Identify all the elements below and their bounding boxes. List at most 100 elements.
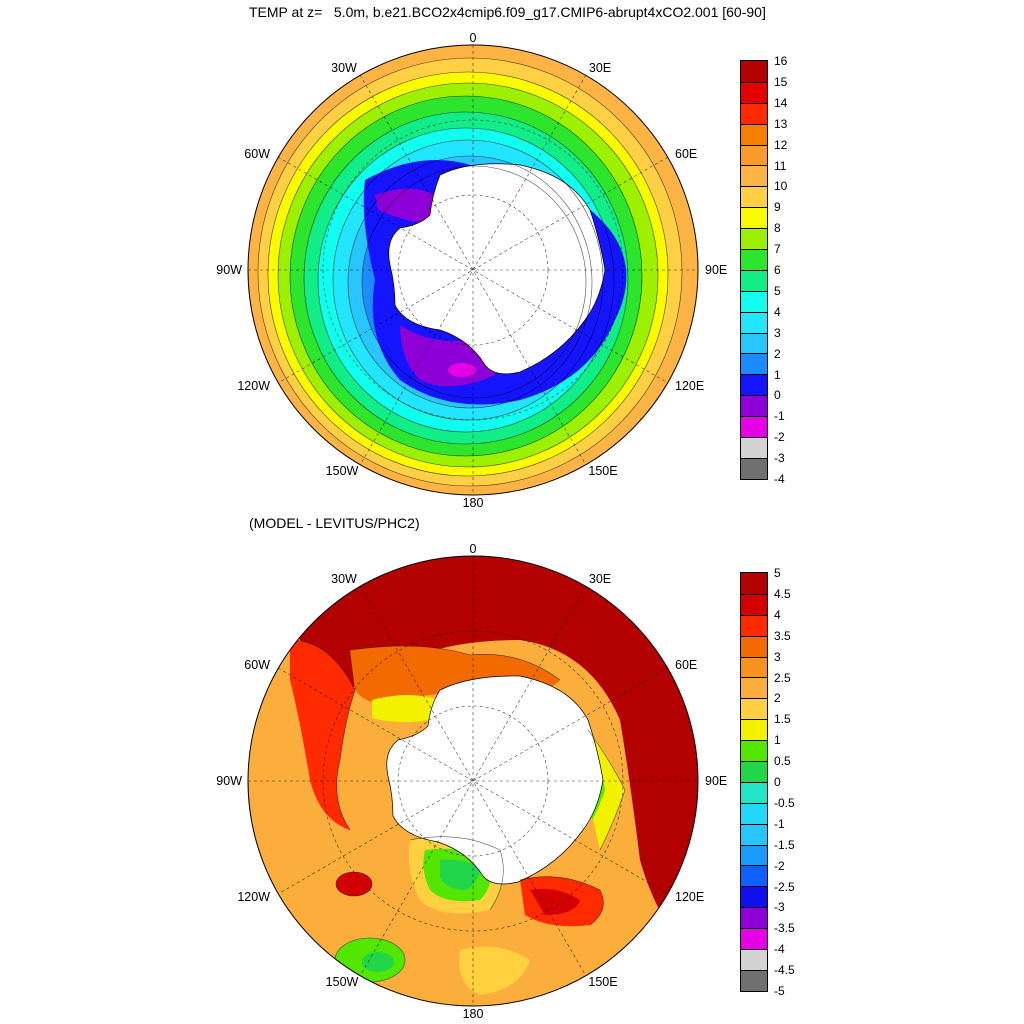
top-colorbar-tick-label: 11 [774, 158, 787, 173]
bottom-colorbar-swatch [741, 614, 767, 636]
top-colorbar-swatch [741, 207, 767, 229]
top-colorbar-swatch [741, 395, 767, 417]
bottom-colorbar-tick-label: 3.5 [774, 628, 791, 643]
bottom-anomaly-field [248, 556, 698, 1006]
bottom-colorbar-swatch [741, 740, 767, 762]
bottom-colorbar-tick-label: -4 [774, 942, 785, 957]
top-colorbar [740, 60, 768, 480]
bottom-colorbar-tick-label: 4.5 [774, 586, 791, 601]
top-lon-90w: 90W [216, 263, 242, 277]
bottom-colorbar-swatch [741, 844, 767, 866]
top-lon-30e: 30E [588, 61, 612, 75]
top-lon-150w: 150W [325, 464, 359, 478]
bottom-map-title: (MODEL - LEVITUS/PHC2) [249, 515, 420, 531]
bottom-colorbar-swatch [741, 593, 767, 615]
bottom-colorbar-swatch [741, 761, 767, 782]
top-lon-60w: 60W [244, 147, 270, 161]
top-colorbar-swatch [741, 374, 767, 396]
bottom-colorbar-tick-label: -3 [774, 900, 785, 915]
bottom-colorbar-tick-label: 1 [774, 733, 781, 748]
bottom-colorbar-swatch [741, 677, 767, 699]
bottom-colorbar-tick-label: -5 [774, 984, 785, 998]
bottom-colorbar-tick-label: 1.5 [774, 712, 791, 727]
top-lon-120w: 120W [237, 379, 270, 393]
bottom-colorbar [740, 572, 768, 992]
bottom-colorbar-tick-label: 4 [774, 607, 781, 622]
top-colorbar-tick-label: 14 [774, 95, 788, 110]
top-colorbar-swatch [741, 123, 767, 145]
top-colorbar-tick-label: 7 [774, 242, 781, 257]
top-colorbar-swatch [741, 61, 767, 82]
bottom-colorbar-swatch [741, 802, 767, 824]
bottom-colorbar-swatch [741, 823, 767, 845]
bottom-colorbar-tick-label: 0 [774, 775, 781, 789]
top-temperature-field [248, 45, 698, 495]
bottom-colorbar-tick-label: 5 [774, 566, 781, 580]
bottom-colorbar-swatch [741, 907, 767, 929]
top-colorbar-tick-label: 2 [774, 346, 781, 361]
bottom-colorbar-swatch [741, 656, 767, 678]
bottom-lon-90e: 90E [705, 774, 728, 788]
top-colorbar-tick-label: 6 [774, 263, 781, 277]
top-colorbar-swatch [741, 269, 767, 291]
top-colorbar-tick-label: -2 [774, 430, 785, 445]
top-lon-60e: 60E [675, 147, 698, 161]
top-colorbar-tick-label: 15 [774, 74, 788, 89]
bottom-colorbar-tick-label: -2 [774, 858, 785, 873]
bottom-lon-150w: 150W [325, 975, 359, 989]
top-colorbar-swatch [741, 228, 767, 250]
top-colorbar-swatch [741, 81, 767, 103]
bottom-map-boundary [247, 555, 699, 1007]
top-map-boundary [247, 44, 699, 496]
bottom-lon-120w: 120W [237, 890, 270, 904]
top-colorbar-tick-label: 12 [774, 137, 788, 152]
top-colorbar-swatch [741, 311, 767, 333]
bottom-colorbar-tick-label: -4.5 [774, 963, 795, 978]
bottom-colorbar-tick-label: 2.5 [774, 670, 791, 685]
top-colorbar-tick-label: -4 [774, 472, 785, 486]
top-colorbar-swatch [741, 332, 767, 354]
top-colorbar-tick-label: 13 [774, 116, 788, 131]
top-colorbar-tick-label: 8 [774, 221, 781, 236]
top-lon-90e: 90E [705, 263, 728, 277]
bottom-colorbar-swatch [741, 573, 767, 594]
top-lon-150e: 150E [588, 464, 618, 478]
top-colorbar-swatch [741, 416, 767, 438]
top-colorbar-tick-label: 10 [774, 179, 788, 194]
top-colorbar-swatch [741, 165, 767, 187]
top-colorbar-tick-label: 9 [774, 200, 781, 215]
bottom-lon-60w: 60W [244, 658, 270, 672]
bottom-lon-30e: 30E [588, 572, 612, 586]
bottom-lon-150e: 150E [588, 975, 618, 989]
bottom-colorbar-swatch [741, 949, 767, 970]
bottom-colorbar-tick-label: -1.5 [774, 837, 795, 852]
bottom-lon-180: 180 [462, 1007, 484, 1021]
top-colorbar-tick-label: 0 [774, 388, 781, 403]
top-colorbar-swatch [741, 144, 767, 166]
bottom-colorbar-tick-label: -3.5 [774, 921, 795, 936]
bottom-lon-30w: 30W [331, 572, 357, 586]
bottom-colorbar-tick-label: -1 [774, 816, 785, 831]
bottom-colorbar-swatch [741, 969, 767, 991]
bottom-colorbar-tick-label: 2 [774, 691, 781, 706]
top-colorbar-tick-label: 16 [774, 54, 788, 68]
top-colorbar-swatch [741, 457, 767, 479]
bottom-lon-120e: 120E [675, 890, 705, 904]
top-colorbar-swatch [741, 353, 767, 375]
top-colorbar-tick-label: 1 [774, 367, 781, 382]
top-colorbar-tick-label: 4 [774, 304, 781, 319]
bottom-lon-0: 0 [469, 542, 477, 556]
bottom-colorbar-tick-label: 0.5 [774, 754, 791, 769]
top-colorbar-swatch [741, 186, 767, 208]
top-map-title: TEMP at z= 5.0m, b.e21.BCO2x4cmip6.f09_g… [249, 4, 766, 20]
top-colorbar-swatch [741, 102, 767, 124]
top-lon-120e: 120E [675, 379, 705, 393]
top-lon-0: 0 [469, 31, 477, 45]
top-lon-30w: 30W [331, 61, 357, 75]
top-colorbar-tick-label: -1 [774, 409, 785, 424]
bottom-lon-60e: 60E [675, 658, 698, 672]
top-colorbar-swatch [741, 437, 767, 458]
bottom-colorbar-tick-label: -2.5 [774, 879, 795, 894]
bottom-colorbar-swatch [741, 781, 767, 803]
